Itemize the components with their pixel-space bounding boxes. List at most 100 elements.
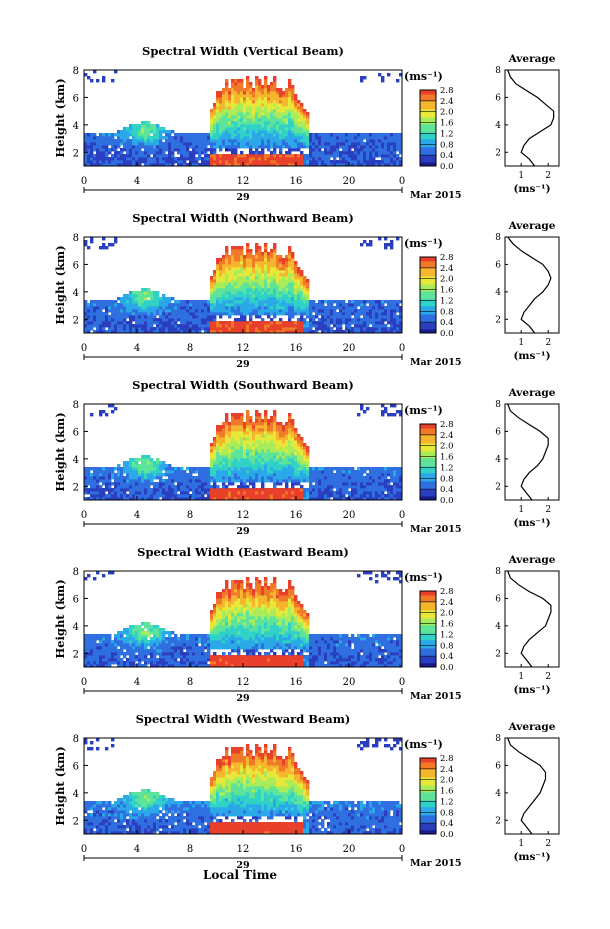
heatmap-cell [273, 136, 277, 140]
heatmap-cell [240, 419, 244, 423]
heatmap-cell [351, 300, 355, 304]
heatmap-cell [324, 318, 328, 322]
heatmap-cell [213, 273, 217, 277]
heatmap-cell [351, 327, 355, 331]
heatmap-cell [147, 306, 151, 310]
heatmap-cell [240, 485, 244, 489]
heatmap-cell [270, 157, 274, 161]
heatmap-cell [153, 124, 157, 128]
heatmap-cell [222, 91, 226, 95]
heatmap-cell [300, 452, 304, 456]
heatmap-cell [159, 133, 163, 137]
heatmap-cell [279, 434, 283, 438]
heatmap-cell [219, 327, 223, 331]
heatmap-cell [171, 321, 175, 325]
heatmap-cell [165, 297, 169, 301]
heatmap-cell [177, 306, 181, 310]
heatmap-cell [315, 473, 319, 477]
heatmap-cell [93, 157, 97, 161]
heatmap-cell [246, 458, 250, 462]
heatmap-cell [291, 315, 295, 319]
heatmap-cell [282, 109, 286, 113]
heatmap-cell [120, 139, 124, 143]
heatmap-cell [330, 151, 334, 155]
heatmap-cell [240, 130, 244, 134]
heatmap-cell [318, 154, 322, 158]
heatmap-cell [195, 482, 199, 486]
heatmap-cell [393, 309, 397, 313]
heatmap-cell [258, 121, 262, 125]
heatmap-cell [285, 109, 289, 113]
heatmap-cell [216, 133, 220, 137]
heatmap-cell [132, 494, 136, 498]
heatmap-cell [258, 434, 262, 438]
heatmap-cell [210, 142, 214, 146]
heatmap-cell [303, 288, 307, 292]
heatmap-cell [261, 470, 265, 474]
heatmap-cell [135, 461, 139, 465]
heatmap-cell [291, 85, 295, 89]
heatmap-cell [303, 476, 307, 480]
heatmap-cell [333, 148, 337, 152]
heatmap-cell [291, 88, 295, 92]
heatmap-cell [381, 324, 385, 328]
colorbar-segment [420, 319, 436, 322]
heatmap-cell [288, 309, 292, 313]
heatmap-cell [204, 318, 208, 322]
heatmap-cell [210, 303, 214, 307]
heatmap-cell [195, 160, 199, 164]
heatmap-cell [243, 482, 247, 486]
heatmap-cell [255, 330, 259, 333]
colorbar-segment [420, 278, 436, 281]
heatmap-cell [249, 124, 253, 128]
heatmap-cell [180, 154, 184, 158]
heatmap-cell [273, 449, 277, 453]
heatmap-cell [285, 291, 289, 295]
heatmap-cell [276, 136, 280, 140]
heatmap-cell [153, 318, 157, 322]
heatmap-cell [261, 294, 265, 298]
y-tick-label: 2 [73, 315, 79, 326]
heatmap-cell [255, 145, 259, 149]
heatmap-cell [93, 145, 97, 149]
heatmap-cell [180, 324, 184, 328]
heatmap-cell [219, 461, 223, 465]
heatmap-cell [396, 309, 400, 313]
heatmap-cell [171, 148, 175, 152]
heatmap-cell [207, 479, 211, 483]
heatmap-cell [153, 157, 157, 161]
heatmap-cell [354, 315, 358, 319]
heatmap-cell [288, 252, 292, 256]
heatmap-cell [285, 446, 289, 450]
heatmap-cell [279, 497, 283, 500]
heatmap-cell [255, 100, 259, 104]
heatmap-cell [318, 163, 322, 166]
heatmap-cell [90, 494, 94, 498]
heatmap-cell [135, 291, 139, 295]
heatmap-cell [285, 127, 289, 131]
heatmap-cell [282, 154, 286, 158]
heatmap-cell [282, 464, 286, 468]
heatmap-cell [339, 497, 343, 500]
heatmap-cell [237, 297, 241, 301]
heatmap-cell [291, 428, 295, 432]
heatmap-cell [234, 136, 238, 140]
heatmap-cell [129, 303, 133, 307]
heatmap-cell [264, 309, 268, 313]
heatmap-cell [258, 145, 262, 149]
heatmap-cell [147, 488, 151, 492]
heatmap-cell [171, 157, 175, 161]
heatmap-cell [219, 103, 223, 107]
heatmap-cell [96, 306, 100, 310]
heatmap-cell [150, 139, 154, 143]
heatmap-cell [252, 303, 256, 307]
heatmap-cell [90, 321, 94, 325]
heatmap-cell [288, 118, 292, 122]
heatmap-cell [297, 109, 301, 113]
heatmap-cell [120, 157, 124, 161]
heatmap-cell [93, 497, 97, 500]
heatmap-cell [252, 94, 256, 98]
heatmap-cell [207, 488, 211, 492]
heatmap-cell [249, 479, 253, 483]
heatmap-cell [348, 151, 352, 155]
